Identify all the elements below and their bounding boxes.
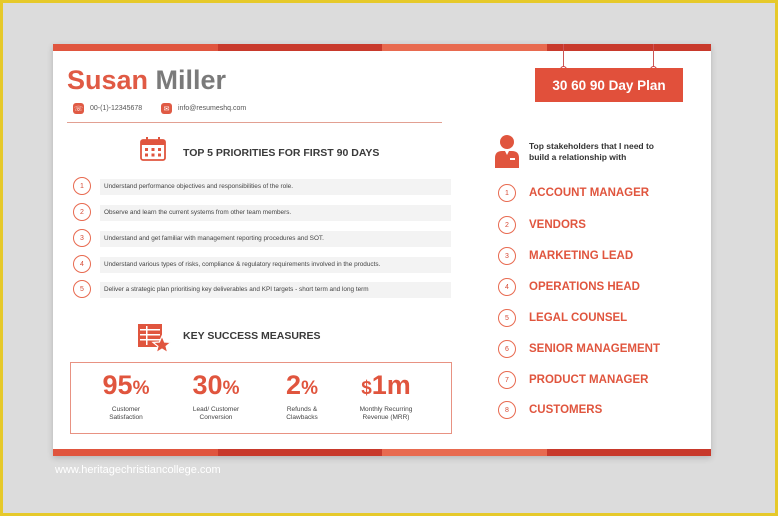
success-metrics-box: 95% Customer Satisfaction 30% Lead/ Cust… (70, 362, 452, 434)
header-divider (67, 122, 442, 123)
stakeholder-number: 5 (498, 309, 516, 327)
priority-text: Deliver a strategic plan prioritising ke… (100, 282, 451, 298)
metric-label: Customer Satisfaction (109, 406, 143, 421)
plan-label: 30 60 90 Day Plan (535, 68, 683, 102)
stakeholder-number: 3 (498, 247, 516, 265)
priority-item: 4 Understand various types of risks, com… (73, 255, 453, 275)
priority-item: 3 Understand and get familiar with manag… (73, 229, 453, 249)
watermark-text: www.heritagechristiancollege.com (55, 464, 221, 476)
metric-lead-conversion: 30% Lead/ Customer Conversion (171, 369, 261, 422)
metric-value: 95 (102, 370, 133, 400)
priority-text: Understand and get familiar with managem… (100, 231, 451, 247)
metric-refunds: 2% Refunds & Clawbacks (257, 369, 347, 422)
metric-prefix: $ (361, 378, 372, 399)
stakeholder-item: 5 LEGAL COUNSEL (498, 308, 627, 328)
priority-item: 1 Understand performance objectives and … (73, 177, 453, 197)
email-icon: ✉ (161, 103, 172, 114)
stakeholders-title-line2: build a relationship with (529, 152, 627, 162)
stakeholder-label: CUSTOMERS (529, 404, 603, 416)
metric-value: 1m (371, 370, 411, 400)
metric-suffix: % (222, 378, 240, 399)
resume-slide: Susan Miller ☏ 00-(1)-12345678 ✉ info@re… (53, 44, 711, 456)
priority-number: 2 (73, 203, 91, 221)
success-title: KEY SUCCESS MEASURES (183, 330, 321, 342)
stakeholder-item: 8 CUSTOMERS (498, 400, 602, 420)
phone-contact: ☏ 00-(1)-12345678 (73, 103, 142, 114)
metric-label: Lead/ Customer Conversion (192, 406, 240, 421)
stakeholder-label: MARKETING LEAD (529, 250, 634, 262)
priority-number: 5 (73, 280, 91, 298)
top-stripe (53, 44, 711, 51)
priority-text: Understand various types of risks, compl… (100, 257, 451, 273)
metric-value: 2 (286, 370, 302, 400)
email-address: info@resumeshq.com (178, 105, 247, 112)
stakeholders-title-line1: Top stakeholders that I need to (529, 141, 654, 151)
stakeholder-label: ACCOUNT MANAGER (529, 187, 650, 199)
stakeholder-number: 7 (498, 371, 516, 389)
last-name: Miller (155, 65, 227, 95)
first-name: Susan (67, 65, 149, 95)
person-name: Susan Miller (67, 65, 226, 96)
stakeholder-label: OPERATIONS HEAD (529, 281, 640, 293)
priority-number: 1 (73, 177, 91, 195)
bottom-stripe (53, 449, 711, 456)
priority-number: 3 (73, 229, 91, 247)
checklist-star-icon (138, 324, 172, 353)
stakeholder-number: 6 (498, 340, 516, 358)
calendar-icon (140, 137, 166, 161)
stakeholder-number: 2 (498, 216, 516, 234)
stakeholder-label: PRODUCT MANAGER (529, 374, 649, 386)
phone-number: 00-(1)-12345678 (90, 105, 143, 112)
stakeholder-number: 1 (498, 184, 516, 202)
priority-text: Observe and learn the current systems fr… (100, 205, 451, 221)
stakeholder-item: 1 ACCOUNT MANAGER (498, 183, 649, 203)
stakeholder-item: 4 OPERATIONS HEAD (498, 277, 640, 297)
metric-suffix: % (301, 378, 318, 399)
metric-value: 30 (192, 370, 223, 400)
stakeholder-label: LEGAL COUNSEL (529, 312, 628, 324)
plan-tag: 30 60 90 Day Plan (535, 44, 683, 102)
stakeholders-title: Top stakeholders that I need to build a … (529, 141, 654, 163)
stakeholder-item: 6 SENIOR MANAGEMENT (498, 339, 660, 359)
stakeholder-number: 8 (498, 401, 516, 419)
priorities-title: TOP 5 PRIORITIES FOR FIRST 90 DAYS (183, 147, 380, 159)
priority-number: 4 (73, 255, 91, 273)
stakeholder-label: SENIOR MANAGEMENT (529, 343, 660, 355)
priority-item: 5 Deliver a strategic plan prioritising … (73, 280, 453, 300)
stakeholder-number: 4 (498, 278, 516, 296)
stakeholder-label: VENDORS (529, 219, 586, 231)
priority-item: 2 Observe and learn the current systems … (73, 203, 453, 223)
metric-mrr: $1m Monthly Recurring Revenue (MRR) (341, 369, 431, 422)
stakeholder-item: 2 VENDORS (498, 215, 586, 235)
metric-label: Monthly Recurring Revenue (MRR) (359, 406, 413, 421)
email-contact: ✉ info@resumeshq.com (161, 103, 246, 114)
metric-label: Refunds & Clawbacks (286, 406, 318, 421)
stakeholder-item: 3 MARKETING LEAD (498, 246, 633, 266)
priority-text: Understand performance objectives and re… (100, 179, 451, 195)
person-icon (495, 135, 519, 168)
metric-customer-satisfaction: 95% Customer Satisfaction (81, 369, 171, 422)
metric-suffix: % (132, 378, 150, 399)
stakeholder-item: 7 PRODUCT MANAGER (498, 370, 648, 390)
phone-icon: ☏ (73, 103, 84, 114)
